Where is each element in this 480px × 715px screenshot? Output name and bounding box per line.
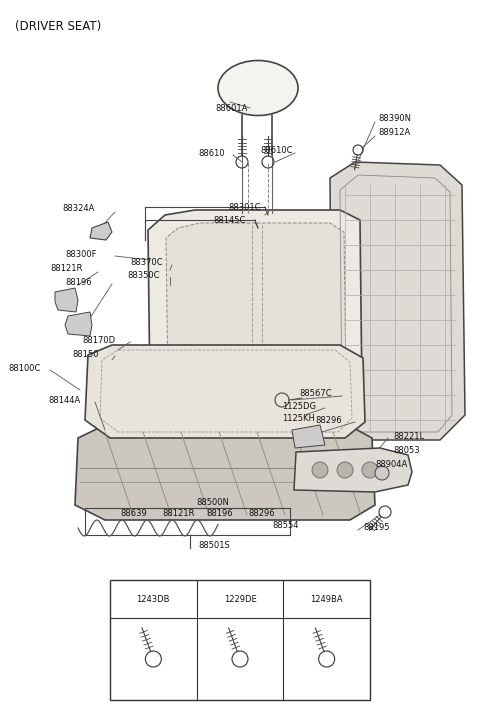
Text: 88300F: 88300F [65, 250, 96, 259]
Text: 88296: 88296 [315, 415, 342, 425]
Text: 88053: 88053 [393, 445, 420, 455]
Circle shape [312, 462, 328, 478]
Text: 1229DE: 1229DE [224, 594, 256, 603]
Text: 88121R: 88121R [50, 264, 83, 272]
Text: 1125KH: 1125KH [282, 413, 315, 423]
Polygon shape [166, 223, 346, 405]
Text: 88296: 88296 [248, 510, 275, 518]
Ellipse shape [218, 61, 298, 116]
Text: 88904A: 88904A [375, 460, 407, 468]
Polygon shape [292, 425, 325, 448]
Bar [110, 580, 370, 700]
Text: 88350C: 88350C [127, 270, 159, 280]
Polygon shape [148, 210, 362, 418]
Text: 88196: 88196 [65, 277, 92, 287]
Text: 88601A: 88601A [215, 104, 247, 112]
Text: 88567C: 88567C [299, 388, 332, 398]
Text: 88145C: 88145C [213, 215, 245, 225]
Text: 1125DG: 1125DG [282, 402, 316, 410]
Text: 88144A: 88144A [48, 395, 80, 405]
Text: 88500N: 88500N [196, 498, 229, 506]
Text: 88170D: 88170D [82, 335, 115, 345]
Text: 88196: 88196 [206, 510, 233, 518]
Text: 88150: 88150 [72, 350, 98, 358]
Text: 88370C: 88370C [130, 257, 163, 267]
Text: 1243DB: 1243DB [137, 594, 170, 603]
Text: (DRIVER SEAT): (DRIVER SEAT) [15, 20, 101, 33]
Text: 88554: 88554 [272, 521, 299, 530]
Circle shape [337, 462, 353, 478]
Text: 88221L: 88221L [393, 431, 424, 440]
Polygon shape [85, 345, 365, 438]
Text: 88324A: 88324A [62, 204, 95, 212]
Polygon shape [65, 312, 92, 336]
Text: 88610C: 88610C [260, 145, 292, 154]
Text: 88100C: 88100C [8, 363, 40, 373]
Polygon shape [90, 222, 112, 240]
Circle shape [375, 466, 389, 480]
Polygon shape [55, 288, 78, 312]
Polygon shape [294, 448, 412, 492]
Text: 88501S: 88501S [198, 541, 230, 550]
Text: 1249BA: 1249BA [311, 594, 343, 603]
Text: 88639: 88639 [120, 510, 147, 518]
Text: 88610: 88610 [198, 149, 225, 157]
Text: 88912A: 88912A [378, 127, 410, 137]
Text: 88195: 88195 [363, 523, 389, 533]
Polygon shape [75, 425, 375, 520]
Polygon shape [330, 162, 465, 440]
Circle shape [362, 462, 378, 478]
Text: 88301C: 88301C [228, 202, 261, 212]
Text: 88390N: 88390N [378, 114, 411, 122]
Text: 88121R: 88121R [162, 510, 194, 518]
Bar [190, 450, 270, 495]
